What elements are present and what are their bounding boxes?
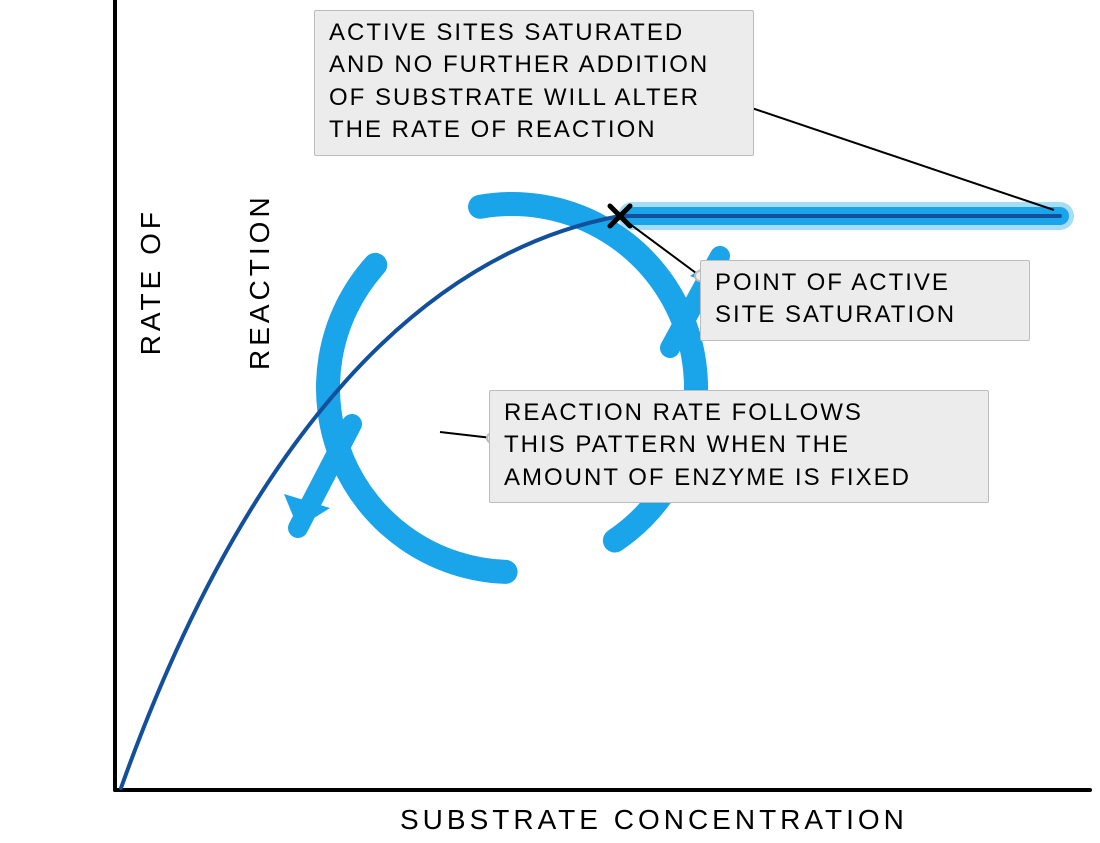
label-saturated-l4: THE RATE OF REACTION (329, 114, 739, 146)
label-point-l1: POINT OF ACTIVE (715, 267, 1015, 299)
y-axis-label-l1: RATE OF (133, 193, 169, 370)
y-axis-label: RATE OF REACTION (60, 193, 351, 370)
diagram-stage: ACTIVE SITES SATURATED AND NO FURTHER AD… (0, 0, 1100, 843)
label-pattern-l3: AMOUNT OF ENZYME IS FIXED (504, 462, 974, 494)
emphasis-circle (328, 204, 696, 572)
label-pattern: REACTION RATE FOLLOWS THIS PATTERN WHEN … (489, 390, 989, 503)
label-point-l2: SITE SATURATION (715, 299, 1015, 331)
label-point-saturation: POINT OF ACTIVE SITE SATURATION (700, 260, 1030, 341)
label-saturated-l2: AND NO FURTHER ADDITION (329, 49, 739, 81)
label-saturated: ACTIVE SITES SATURATED AND NO FURTHER AD… (314, 10, 754, 156)
label-saturated-l3: OF SUBSTRATE WILL ALTER (329, 82, 739, 114)
x-axis-label: SUBSTRATE CONCENTRATION (400, 802, 908, 838)
label-pattern-l2: THIS PATTERN WHEN THE (504, 429, 974, 461)
label-pattern-l1: REACTION RATE FOLLOWS (504, 397, 974, 429)
y-axis-label-l2: REACTION (242, 193, 278, 370)
label-saturated-l1: ACTIVE SITES SATURATED (329, 17, 739, 49)
